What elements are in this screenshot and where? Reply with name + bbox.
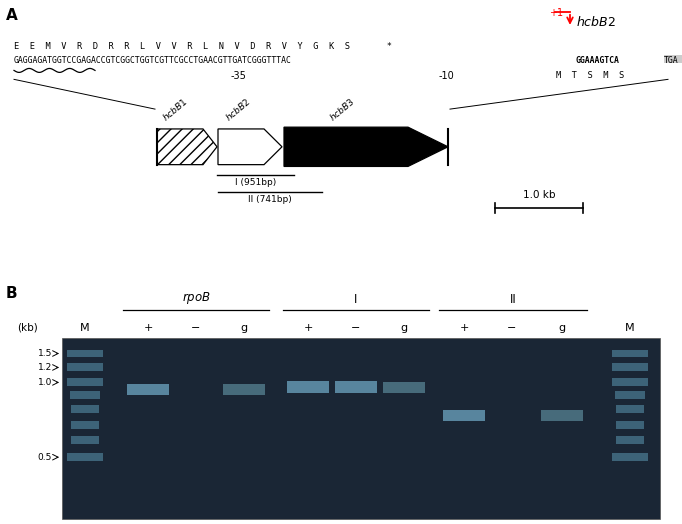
Bar [616,436,644,444]
Text: 1.2: 1.2 [38,363,52,372]
Text: g: g [400,323,408,333]
Bar [443,410,485,421]
Bar [71,406,99,413]
Text: E  E  M  V  R  D  R  R  L  V  V  R  L  N  V  D  R  V  Y  G  K  S       *: E E M V R D R R L V V R L N V D R V Y G … [14,42,392,51]
Text: 1.0 kb: 1.0 kb [522,190,555,200]
Text: -35: -35 [230,71,246,81]
Text: I (951bp): I (951bp) [235,178,276,187]
Text: (kb): (kb) [18,323,38,333]
Bar [335,381,377,394]
FancyArrow shape [284,127,448,167]
Text: 1.5: 1.5 [38,349,52,358]
Text: $\it{hcbB2}$: $\it{hcbB2}$ [576,15,616,29]
Bar [223,384,265,395]
Text: M: M [625,323,635,333]
Text: M  T  S  M  S: M T S M S [556,71,624,80]
Bar [612,350,648,357]
Bar [70,391,100,399]
Bar [616,406,644,413]
Text: I: I [355,292,357,305]
Text: M: M [80,323,90,333]
Text: −: − [507,323,517,333]
FancyArrow shape [218,129,282,165]
Text: $\it{rpoB}$: $\it{rpoB}$ [181,290,211,305]
Text: B: B [6,286,18,301]
Text: $\it{hcbB3}$: $\it{hcbB3}$ [327,95,356,123]
Text: +: + [143,323,153,333]
Bar [67,350,103,357]
Bar [383,382,425,393]
Text: g: g [241,323,248,333]
Text: $\it{hcbB2}$: $\it{hcbB2}$ [222,96,252,123]
Text: 0.5: 0.5 [38,453,52,462]
FancyArrow shape [157,129,217,165]
Text: -10: -10 [438,71,454,81]
Bar [67,453,103,461]
Text: A: A [6,8,18,23]
Text: g: g [559,323,565,333]
Text: TGA: TGA [664,56,679,64]
Text: +: + [459,323,469,333]
Bar [541,410,583,421]
Bar [71,436,99,444]
Text: II (741bp): II (741bp) [248,195,292,204]
Bar [67,378,103,386]
Bar [612,364,648,372]
Bar [62,337,660,519]
Text: +1: +1 [549,8,563,18]
Bar [616,421,644,429]
Text: −: − [192,323,201,333]
Text: II: II [509,292,516,305]
Text: GGAAAGTCA: GGAAAGTCA [576,56,619,64]
Bar [664,54,682,63]
Text: $\it{hcbB1}$: $\it{hcbB1}$ [160,95,190,123]
Bar [615,391,645,399]
Bar [612,378,648,386]
Text: +: + [303,323,312,333]
Bar [612,453,648,461]
Bar [127,384,169,395]
Bar [71,421,99,429]
Bar [67,364,103,372]
Text: GAGGAGATGGTCCGAGACCGTCGGCTGGTCGTTCGCCTGAACGTTGATCGGGTTTAC: GAGGAGATGGTCCGAGACCGTCGGCTGGTCGTTCGCCTGA… [14,56,292,64]
Text: −: − [351,323,361,333]
Bar [287,381,329,394]
Text: 1.0: 1.0 [38,378,52,387]
